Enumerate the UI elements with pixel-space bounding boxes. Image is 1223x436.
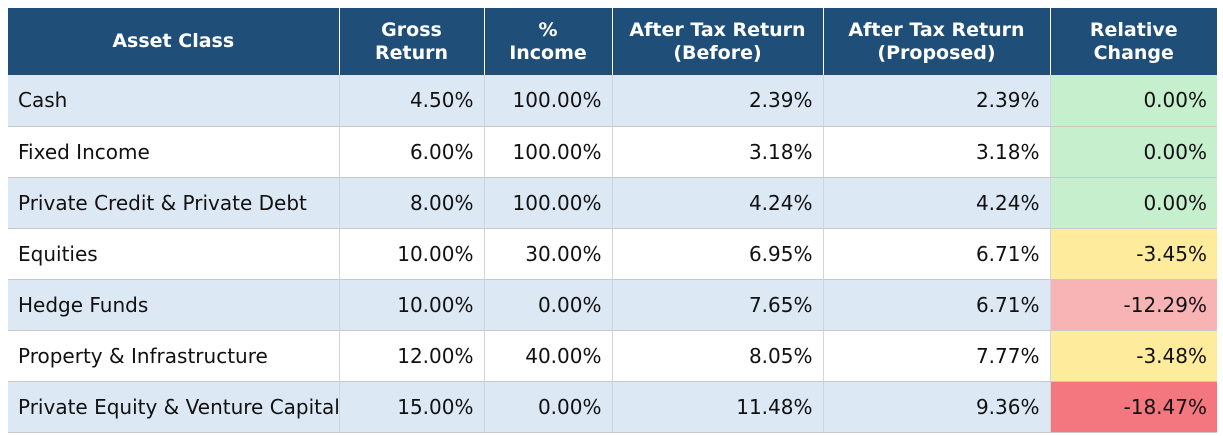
table-row: Equities 10.00% 30.00% 6.95% 6.71% -3.45… [8,228,1217,280]
cell-relative-change: -12.29% [1050,279,1217,331]
cell-percent-income: 40.00% [484,330,613,382]
cell-relative-change: -3.45% [1050,228,1217,280]
header-line: % [538,18,558,41]
cell-after-tax-proposed: 7.77% [823,330,1051,382]
header-after-tax-before: After Tax Return (Before) [612,8,824,75]
cell-after-tax-proposed: 6.71% [823,279,1051,331]
cell-after-tax-proposed: 6.71% [823,228,1051,280]
header-row: Asset Class Gross Return % Income After … [8,8,1217,75]
cell-after-tax-before: 8.05% [612,330,824,382]
header-relative-change: Relative Change [1050,8,1217,75]
cell-after-tax-before: 3.18% [612,126,824,178]
cell-asset-class: Equities [8,228,340,280]
cell-after-tax-before: 7.65% [612,279,824,331]
header-percent-income: % Income [484,8,613,75]
cell-gross-return: 4.50% [339,75,485,127]
cell-after-tax-before: 11.48% [612,381,824,433]
header-line: (Proposed) [877,41,996,64]
cell-gross-return: 10.00% [339,228,485,280]
header-line: After Tax Return [848,18,1025,41]
header-line: Change [1093,41,1174,64]
cell-percent-income: 0.00% [484,381,613,433]
table-row: Fixed Income 6.00% 100.00% 3.18% 3.18% 0… [8,126,1217,178]
header-line: Gross [381,18,442,41]
cell-asset-class: Fixed Income [8,126,340,178]
table-row: Private Equity & Venture Capital 15.00% … [8,381,1217,433]
cell-asset-class: Property & Infrastructure [8,330,340,382]
cell-asset-class: Private Credit & Private Debt [8,177,340,229]
table-row: Hedge Funds 10.00% 0.00% 7.65% 6.71% -12… [8,279,1217,331]
header-line: Income [509,41,587,64]
asset-class-returns-table: Asset Class Gross Return % Income After … [8,8,1217,433]
cell-percent-income: 0.00% [484,279,613,331]
cell-after-tax-proposed: 3.18% [823,126,1051,178]
cell-relative-change: 0.00% [1050,75,1217,127]
header-line: (Before) [673,41,762,64]
cell-after-tax-before: 4.24% [612,177,824,229]
cell-after-tax-proposed: 4.24% [823,177,1051,229]
table-row: Cash 4.50% 100.00% 2.39% 2.39% 0.00% [8,75,1217,127]
cell-after-tax-proposed: 2.39% [823,75,1051,127]
cell-percent-income: 30.00% [484,228,613,280]
cell-after-tax-proposed: 9.36% [823,381,1051,433]
table-body: Cash 4.50% 100.00% 2.39% 2.39% 0.00% Fix… [8,75,1217,433]
cell-relative-change: -3.48% [1050,330,1217,382]
cell-asset-class: Hedge Funds [8,279,340,331]
cell-after-tax-before: 2.39% [612,75,824,127]
table-row: Private Credit & Private Debt 8.00% 100.… [8,177,1217,229]
cell-percent-income: 100.00% [484,75,613,127]
table-row: Property & Infrastructure 12.00% 40.00% … [8,330,1217,382]
header-after-tax-proposed: After Tax Return (Proposed) [823,8,1051,75]
cell-gross-return: 15.00% [339,381,485,433]
cell-gross-return: 8.00% [339,177,485,229]
cell-relative-change: 0.00% [1050,177,1217,229]
cell-percent-income: 100.00% [484,126,613,178]
cell-after-tax-before: 6.95% [612,228,824,280]
cell-gross-return: 10.00% [339,279,485,331]
header-line: Relative [1089,18,1178,41]
header-asset-class: Asset Class [8,8,340,75]
cell-gross-return: 12.00% [339,330,485,382]
cell-relative-change: 0.00% [1050,126,1217,178]
cell-asset-class: Private Equity & Venture Capital [8,381,340,433]
header-line: Return [374,41,449,64]
cell-gross-return: 6.00% [339,126,485,178]
cell-relative-change: -18.47% [1050,381,1217,433]
cell-percent-income: 100.00% [484,177,613,229]
header-line: Asset Class [112,30,235,52]
cell-asset-class: Cash [8,75,340,127]
header-line: After Tax Return [629,18,806,41]
header-gross-return: Gross Return [339,8,485,75]
